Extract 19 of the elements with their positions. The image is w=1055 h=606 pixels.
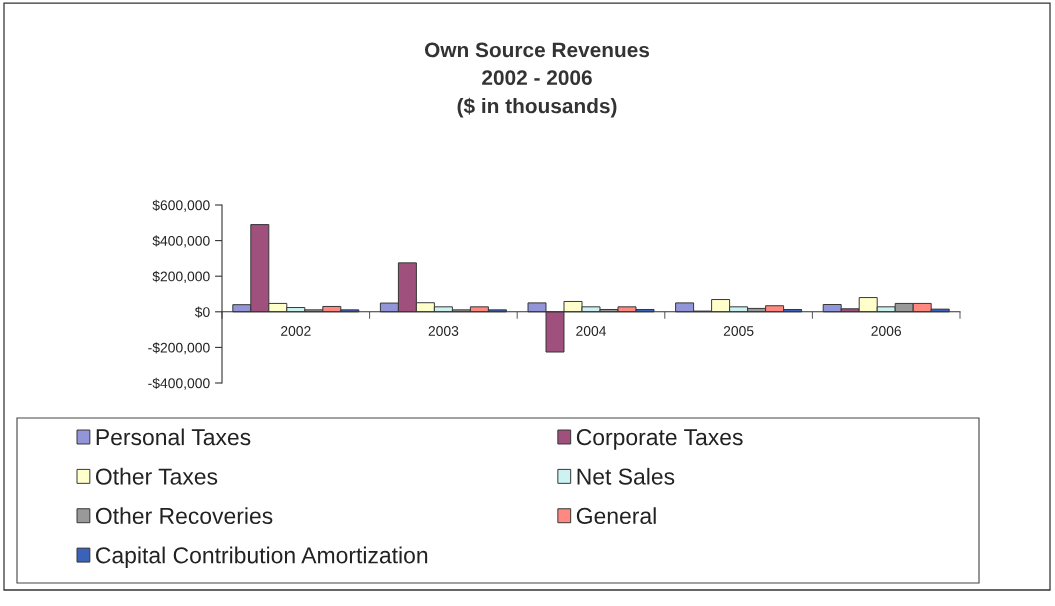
chart-title: Own Source Revenues 2002 - 2006 ($ in thousands) — [424, 42, 650, 118]
legend-label: Other Taxes — [95, 467, 218, 485]
legend-label: General — [576, 507, 656, 525]
y-tick-label: -$400,000 — [148, 377, 210, 390]
x-tick-label: 2003 — [428, 326, 459, 336]
legend-label: Other Recoveries — [95, 507, 273, 525]
y-tick-label: $400,000 — [152, 235, 210, 248]
x-tick-label: 2005 — [723, 326, 754, 336]
x-tick-label: 2004 — [576, 326, 607, 336]
y-tick-label: $200,000 — [152, 270, 210, 284]
legend-label: Corporate Taxes — [576, 429, 743, 450]
x-tick-label: 2006 — [871, 326, 902, 336]
legend-label: Capital Contribution Amortization — [96, 546, 428, 568]
y-tick-label: $0 — [194, 306, 210, 318]
legend-label: Personal Taxes — [96, 428, 251, 446]
legend-label: Net Sales — [577, 467, 675, 485]
y-tick-label: $600,000 — [152, 199, 210, 212]
y-tick-label: -$200,000 — [148, 342, 210, 355]
x-tick-label: 2002 — [281, 326, 311, 336]
